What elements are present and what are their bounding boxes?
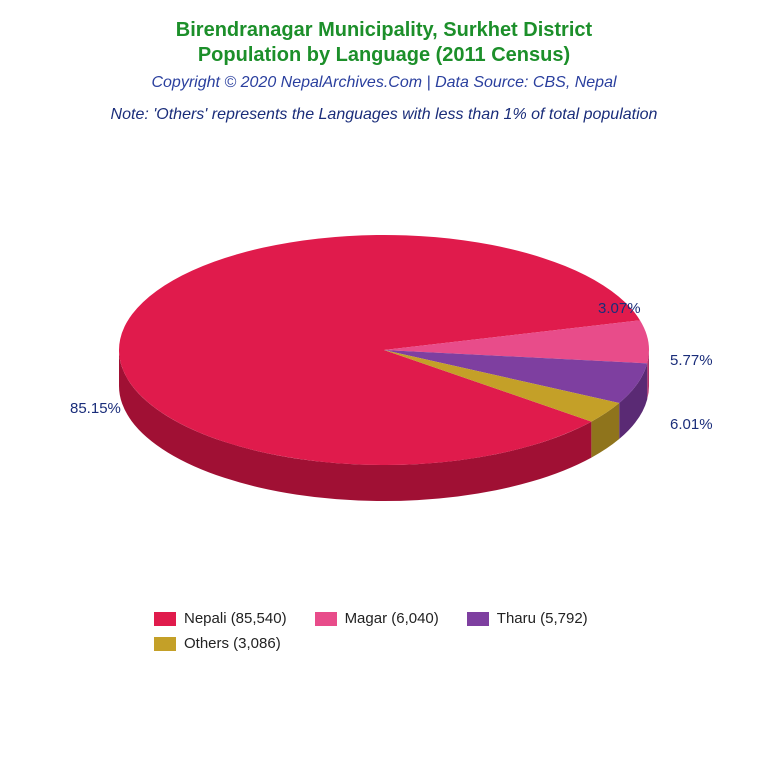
pct-label-magar: 6.01% — [670, 416, 713, 433]
chart-title-line1: Birendranagar Municipality, Surkhet Dist… — [0, 18, 768, 43]
legend-swatch — [154, 612, 176, 626]
chart-legend: Nepali (85,540) Magar (6,040) Tharu (5,792… — [114, 610, 654, 652]
legend-label: Others (3,086) — [184, 635, 281, 652]
pie-chart: 85.15% 6.01% 5.77% 3.07% — [0, 180, 768, 540]
legend-label: Magar (6,040) — [345, 610, 439, 627]
pct-label-nepali: 85.15% — [70, 400, 121, 417]
pct-label-tharu: 5.77% — [670, 352, 713, 369]
legend-label: Nepali (85,540) — [184, 610, 287, 627]
chart-title-line2: Population by Language (2011 Census) — [0, 43, 768, 68]
legend-item: Nepali (85,540) — [154, 610, 287, 627]
legend-item: Others (3,086) — [154, 635, 281, 652]
pct-label-others: 3.07% — [598, 300, 641, 317]
legend-swatch — [467, 612, 489, 626]
chart-subtitle: Copyright © 2020 NepalArchives.Com | Dat… — [0, 74, 768, 92]
legend-item: Tharu (5,792) — [467, 610, 588, 627]
pie-chart-svg — [0, 180, 768, 540]
legend-swatch — [315, 612, 337, 626]
legend-item: Magar (6,040) — [315, 610, 439, 627]
chart-header: Birendranagar Municipality, Surkhet Dist… — [0, 0, 768, 124]
legend-label: Tharu (5,792) — [497, 610, 588, 627]
chart-note: Note: 'Others' represents the Languages … — [0, 106, 768, 124]
legend-swatch — [154, 637, 176, 651]
